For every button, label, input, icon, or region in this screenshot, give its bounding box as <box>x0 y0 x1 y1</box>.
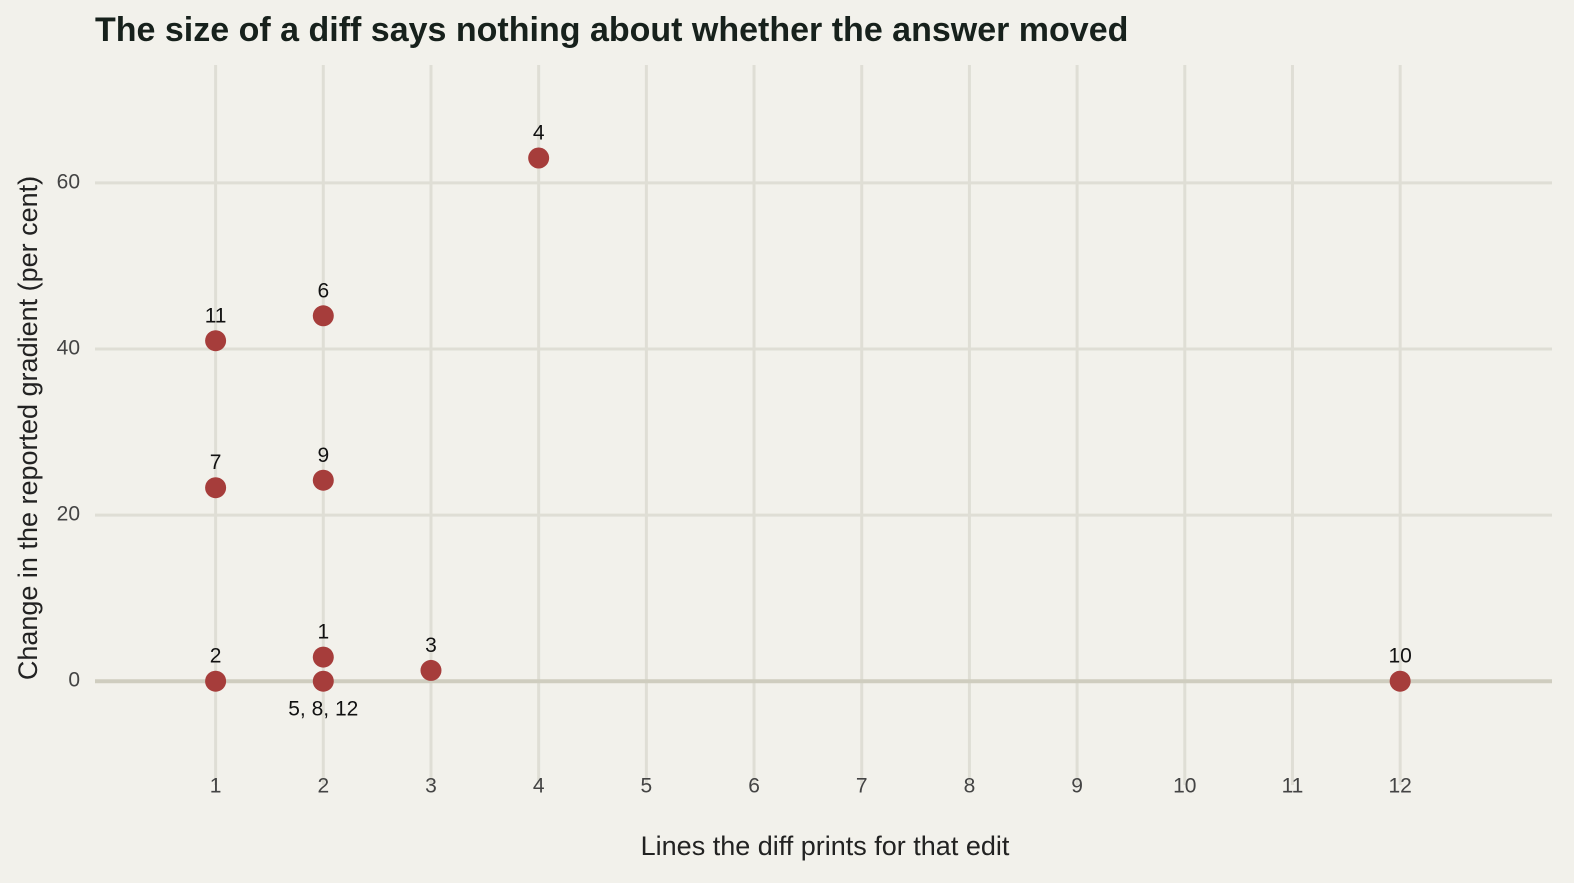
point-label: 2 <box>210 645 222 668</box>
point <box>312 469 334 491</box>
x-tick-label: 6 <box>748 775 760 798</box>
x-tick-label: 9 <box>1071 775 1083 798</box>
point <box>312 305 334 327</box>
y-tick-label: 60 <box>57 170 80 193</box>
y-axis-label: Change in the reported gradient (per cen… <box>13 176 43 680</box>
y-tick-label: 0 <box>68 669 80 692</box>
x-tick-label: 12 <box>1388 775 1411 798</box>
y-tick-label: 40 <box>57 337 80 360</box>
x-tick-label: 10 <box>1173 775 1196 798</box>
point-label: 11 <box>205 304 227 327</box>
x-tick-label: 7 <box>856 775 868 798</box>
x-axis-label: Lines the diff prints for that edit <box>641 831 1010 861</box>
point-label: 3 <box>425 634 437 657</box>
point <box>1389 670 1411 692</box>
point-label: 9 <box>317 444 329 467</box>
point-label: 7 <box>210 451 222 474</box>
x-tick-label: 8 <box>964 775 976 798</box>
point <box>312 670 334 692</box>
y-tick-label: 20 <box>57 503 80 526</box>
x-tick-label: 2 <box>317 775 329 798</box>
point-label: 5, 8, 12 <box>288 698 358 721</box>
point <box>312 646 334 668</box>
chart-title: The size of a diff says nothing about wh… <box>95 11 1128 49</box>
point <box>205 330 227 352</box>
point-label: 10 <box>1388 645 1411 668</box>
point <box>420 659 442 681</box>
x-tick-label: 5 <box>641 775 653 798</box>
point <box>528 147 550 169</box>
x-tick-label: 11 <box>1282 775 1304 798</box>
point-label: 4 <box>533 122 545 145</box>
point <box>205 477 227 499</box>
point <box>205 670 227 692</box>
x-tick-label: 4 <box>533 775 545 798</box>
x-tick-label: 3 <box>425 775 437 798</box>
point-label: 6 <box>317 279 329 302</box>
point-label: 1 <box>317 621 329 644</box>
x-tick-label: 1 <box>210 775 222 798</box>
